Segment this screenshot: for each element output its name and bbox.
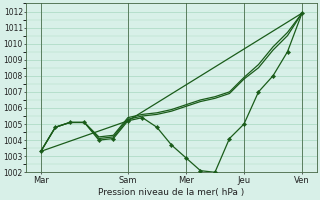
X-axis label: Pression niveau de la mer( hPa ): Pression niveau de la mer( hPa ) (98, 188, 244, 197)
